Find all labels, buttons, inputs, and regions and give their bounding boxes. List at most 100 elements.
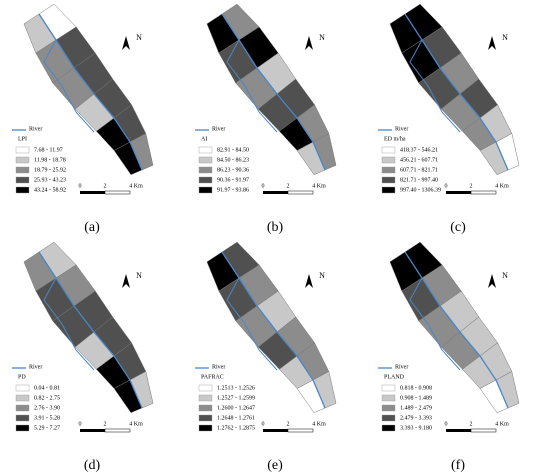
legend-class-label: 418.37 - 546.21 (400, 147, 438, 153)
north-label: N (319, 33, 325, 42)
scale-label: 4 Km (312, 421, 326, 427)
scale-label: 4 Km (495, 183, 509, 189)
legend-swatch (198, 394, 213, 402)
legend-swatch (198, 156, 213, 164)
legend-class-label: 0.908 - 1.489 (400, 395, 432, 401)
scale-bar-white (104, 428, 131, 433)
legend-title: PAFRAC (201, 374, 224, 380)
scale-bar-white (470, 190, 497, 195)
north-arrow (488, 36, 496, 50)
legend-river-label: River (29, 364, 42, 370)
legend-swatch (15, 146, 30, 154)
legend-swatch (381, 186, 396, 194)
scale-label: 0 (262, 183, 265, 189)
legend-class-label: 25.93 - 43.23 (34, 177, 66, 183)
legend-swatch (15, 424, 30, 432)
north-arrow (488, 274, 496, 288)
legend-class-label: 11.98 - 18.78 (34, 157, 66, 163)
legend-class-label: 43.24 - 58.92 (34, 187, 66, 193)
scale-label: 2 (104, 183, 107, 189)
legend-title: AI (201, 136, 207, 142)
north-label: N (502, 271, 508, 280)
scale-label: 4 Km (495, 421, 509, 427)
legend-class-label: 5.29 - 7.27 (34, 425, 60, 431)
scale-bar-black (446, 429, 471, 432)
scale-label: 4 Km (312, 183, 326, 189)
legend-class-label: 90.36 - 91.97 (217, 177, 249, 183)
legend-swatch (198, 166, 213, 174)
legend-class-label: 1.2600 - 1.2647 (217, 405, 255, 411)
legend-swatch (381, 156, 396, 164)
legend-class-label: 82.91 - 84.50 (217, 147, 249, 153)
legend-class-label: 0.82 - 2.75 (34, 395, 60, 401)
scale-label: 0 (445, 183, 448, 189)
legend-swatch (15, 404, 30, 412)
scale-bar-black (80, 429, 105, 432)
scale-bar-black (80, 191, 105, 194)
legend-swatch (381, 424, 396, 432)
north-arrow (122, 274, 130, 288)
legend-class-label: 1.2648 - 1.2761 (217, 415, 255, 421)
legend-swatch (198, 404, 213, 412)
legend-class-label: 3.393 - 9.180 (400, 425, 432, 431)
map-panel: N River ED m/ha 418.37 - 546.21 456.21 - 607… (378, 3, 520, 235)
legend-title: PD (18, 374, 26, 380)
scale-bar-white (470, 428, 497, 433)
scale-bar-white (287, 190, 314, 195)
north-arrow (305, 274, 313, 288)
panel-label: (a) (84, 220, 100, 235)
legend-class-label: 1.2513 - 1.2526 (217, 385, 255, 391)
north-label: N (502, 33, 508, 42)
legend-river-label: River (29, 126, 42, 132)
legend-swatch (198, 146, 213, 154)
legend-swatch (15, 414, 30, 422)
legend-swatch (198, 414, 213, 422)
legend-river-label: River (395, 126, 408, 132)
legend-class-label: 607.71 - 821.71 (400, 167, 438, 173)
scale-label: 2 (470, 421, 473, 427)
legend-class-label: 1.2762 - 1.2875 (217, 425, 255, 431)
panel-label: (d) (84, 458, 101, 473)
legend-class-label: 1.489 - 2.479 (400, 405, 432, 411)
legend-swatch (381, 404, 396, 412)
north-arrow (305, 36, 313, 50)
legend-class-label: 997.40 - 1306.39 (400, 187, 441, 193)
scale-bar-black (263, 191, 288, 194)
legend-class-label: 2.479 - 3.393 (400, 415, 432, 421)
river-branch (226, 277, 278, 371)
legend-class-label: 7.68 - 11.97 (34, 147, 63, 153)
legend-swatch (198, 424, 213, 432)
river-branch (43, 39, 95, 133)
legend-class-label: 84.50 - 86.23 (217, 157, 249, 163)
legend-class-label: 0.04 - 0.81 (34, 385, 60, 391)
scale-label: 4 Km (129, 421, 143, 427)
legend-class-label: 456.21 - 607.71 (400, 157, 438, 163)
map-panel: N River AI 82.91 - 84.50 84.50 - 86.23 86.23 … (195, 3, 337, 235)
scale-label: 0 (445, 421, 448, 427)
river-branch (409, 277, 461, 371)
river-branch (409, 39, 461, 133)
panel-label: (b) (267, 220, 284, 235)
legend-class-label: 1.2527 - 1.2599 (217, 395, 255, 401)
legend-swatch (381, 166, 396, 174)
legend-swatch (381, 414, 396, 422)
legend-swatch (15, 166, 30, 174)
north-label: N (319, 271, 325, 280)
map-panel: N River PLAND 0.818 - 0.908 0.908 - 1.489 1.4… (378, 241, 520, 473)
legend-class-label: 18.79 - 25.92 (34, 167, 66, 173)
scale-label: 0 (79, 421, 82, 427)
scale-label: 2 (287, 183, 290, 189)
legend-swatch (15, 394, 30, 402)
legend-swatch (198, 186, 213, 194)
legend-swatch (381, 176, 396, 184)
legend-swatch (15, 176, 30, 184)
scale-label: 2 (287, 421, 290, 427)
legend-class-label: 2.76 - 3.90 (34, 405, 60, 411)
legend-class-label: 821.71 - 997.40 (400, 177, 438, 183)
legend-class-label: 86.23 - 90.36 (217, 167, 249, 173)
north-arrow (122, 36, 130, 50)
river-branch (226, 39, 278, 133)
